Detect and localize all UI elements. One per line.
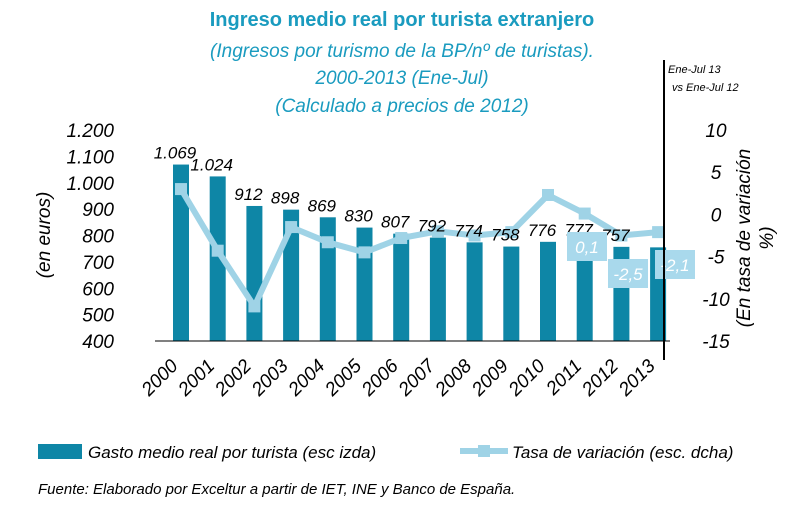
bar — [209, 176, 226, 341]
x-tick-label: 2008 — [431, 355, 477, 401]
rate-point — [358, 246, 371, 259]
rate-line — [178, 187, 659, 310]
rate-point — [321, 236, 334, 249]
chart-subtitle-line-3: (Calculado a precios de 2012) — [275, 96, 529, 117]
bar — [466, 242, 483, 341]
annotation-line-1: Ene-Jul 13 — [668, 64, 721, 76]
x-tick-label: 2012 — [577, 355, 623, 401]
x-tick-label: 2002 — [210, 355, 256, 401]
x-tick-label: 2000 — [137, 355, 183, 401]
bar-value-label: 898 — [271, 189, 300, 208]
rate-label-box — [608, 259, 648, 288]
chart-title: Ingreso medio real por turista extranjer… — [210, 9, 595, 31]
bar — [540, 241, 556, 341]
right-tick-label: 0 — [711, 205, 722, 226]
bar — [503, 246, 520, 341]
bar-value-label: 912 — [234, 185, 263, 204]
left-tick-label: 600 — [82, 279, 114, 300]
right-tick-label: -10 — [702, 290, 730, 311]
x-tick-label: 2013 — [614, 355, 660, 401]
left-tick-label: 400 — [82, 332, 114, 353]
rate-value-label: 0,1 — [575, 238, 599, 257]
rate-point — [468, 229, 481, 242]
rate-point — [211, 244, 224, 257]
bar — [429, 237, 446, 341]
x-tick-label: 2006 — [357, 355, 403, 401]
bar-value-label: 1.024 — [190, 155, 233, 174]
bar — [319, 217, 336, 341]
bar-value-label: 807 — [381, 213, 410, 232]
rate-label-box — [567, 232, 607, 261]
bar-value-label: 758 — [491, 226, 520, 245]
x-tick-label: 2001 — [174, 356, 219, 401]
bar — [356, 227, 373, 341]
bar-value-label: 774 — [454, 221, 482, 240]
bar-value-label: 776 — [528, 221, 557, 240]
rate-point — [395, 232, 408, 245]
left-tick-label: 1.000 — [66, 174, 114, 195]
bar-value-label: 1.069 — [154, 144, 197, 163]
left-tick-label: 500 — [82, 306, 114, 327]
bar — [173, 164, 189, 341]
rate-value-label: -2,1 — [660, 256, 689, 275]
x-tick-label: 2004 — [284, 356, 329, 401]
annotation-line-2: vs Ene-Jul 12 — [672, 82, 739, 94]
x-tick-label: 2007 — [394, 355, 440, 401]
rate-point — [615, 229, 628, 242]
x-tick-label: 2009 — [467, 355, 513, 401]
right-tick-label: -15 — [702, 332, 730, 353]
left-tick-label: 700 — [82, 253, 114, 274]
bar — [393, 233, 410, 341]
bar-value-label: 869 — [308, 196, 337, 215]
bar-value-label: 792 — [418, 217, 447, 236]
rate-point — [175, 183, 187, 196]
left-tick-label: 1.200 — [66, 121, 114, 142]
left-tick-label: 1.100 — [66, 147, 114, 168]
rate-point — [542, 188, 554, 201]
right-axis-label-unit: %) — [757, 226, 778, 249]
legend-line-marker — [478, 445, 490, 457]
rate-label-box — [655, 250, 695, 279]
left-tick-label: 900 — [82, 200, 114, 221]
rate-point — [652, 226, 665, 239]
bar — [576, 241, 593, 341]
right-tick-label: 5 — [711, 163, 722, 184]
chart-subtitle-line-1: (Ingresos por turismo de la BP/nº de tur… — [210, 41, 594, 62]
legend-bar-swatch — [38, 444, 82, 459]
chart-subtitle-line-2: 2000-2013 (Ene-Jul) — [314, 68, 488, 89]
rate-value-label: -2,5 — [613, 265, 643, 284]
left-axis-label: (en euros) — [34, 192, 55, 279]
legend-bar-label: Gasto medio real por turista (esc izda) — [88, 443, 376, 462]
bar — [246, 205, 263, 341]
rate-point — [431, 225, 444, 238]
source-note: Fuente: Elaborado por Exceltur a partir … — [38, 481, 515, 498]
x-tick-label: 2003 — [247, 355, 293, 401]
right-axis-label: (En tasa de variación — [734, 149, 755, 328]
legend-line-label: Tasa de variación (esc. dcha) — [512, 443, 733, 462]
x-tick-label: 2010 — [504, 355, 550, 401]
rate-point — [505, 226, 518, 239]
right-tick-label: -5 — [708, 248, 725, 269]
right-tick-label: 10 — [705, 121, 727, 142]
left-tick-label: 800 — [82, 227, 114, 248]
x-tick-label: 2011 — [542, 356, 586, 400]
rate-point — [285, 221, 298, 234]
bar-value-label: 830 — [344, 207, 373, 226]
rate-point — [578, 207, 591, 220]
bar-value-label: 757 — [601, 226, 630, 245]
rate-point — [248, 300, 261, 313]
x-tick-label: 2005 — [321, 355, 367, 401]
